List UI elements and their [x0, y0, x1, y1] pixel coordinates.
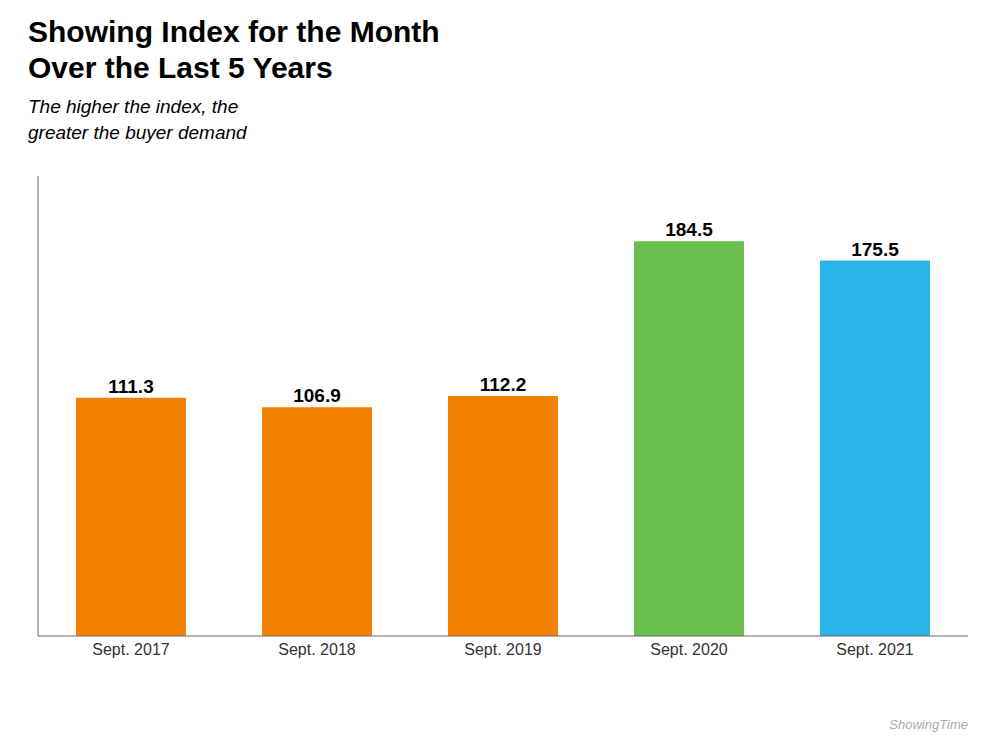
svg-text:Sept. 2019: Sept. 2019	[464, 641, 542, 658]
html-text:The higher the index, the: The higher the index, the	[28, 96, 239, 117]
html-text:Showing Index for the Month: Showing Index for the Month	[28, 15, 440, 48]
svg-text:184.5: 184.5	[665, 219, 713, 240]
html-text:greater the buyer demand: greater the buyer demand	[28, 122, 247, 143]
svg-text:Sept. 2021: Sept. 2021	[836, 641, 914, 658]
svg-text:106.9: 106.9	[293, 385, 341, 406]
svg-text:Sept. 2018: Sept. 2018	[278, 641, 356, 658]
svg-text:112.2: 112.2	[480, 374, 527, 395]
svg-text:111.3: 111.3	[108, 376, 153, 397]
svg-text:175.5: 175.5	[851, 239, 899, 260]
html-text:Over the Last 5 Years: Over the Last 5 Years	[28, 51, 333, 84]
svg-text:Sept. 2017: Sept. 2017	[92, 641, 170, 658]
html-text:ShowingTime: ShowingTime	[889, 717, 968, 732]
svg-text:Sept. 2020: Sept. 2020	[650, 641, 728, 658]
